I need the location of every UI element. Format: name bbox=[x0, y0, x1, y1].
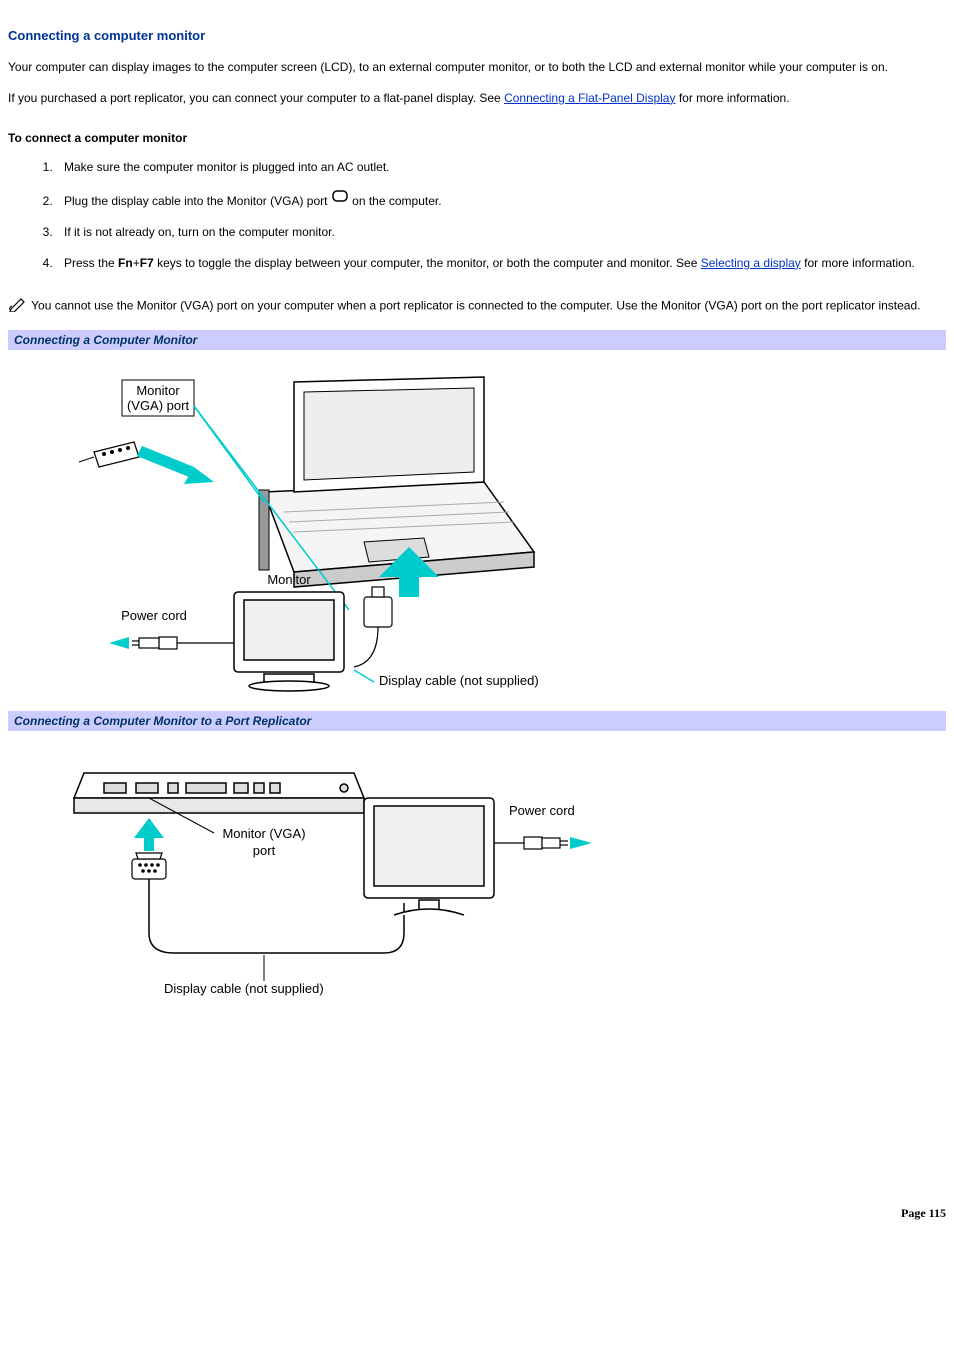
figure2-caption: Connecting a Computer Monitor to a Port … bbox=[8, 711, 946, 731]
fig2-label-vga-l2: port bbox=[253, 843, 276, 858]
fig2-label-vga-l1: Monitor (VGA) bbox=[222, 826, 305, 841]
para2-before: If you purchased a port replicator, you … bbox=[8, 91, 504, 105]
figure2: Monitor (VGA) port Power cord bbox=[8, 733, 946, 1026]
flat-panel-link[interactable]: Connecting a Flat-Panel Display bbox=[504, 91, 675, 105]
fig1-label-cable: Display cable (not supplied) bbox=[379, 673, 539, 688]
fig1-label-monitor: Monitor bbox=[267, 572, 311, 587]
vga-connector bbox=[79, 442, 139, 467]
step2-after: on the computer. bbox=[352, 194, 441, 208]
intro-para-1: Your computer can display images to the … bbox=[8, 59, 946, 76]
arrow-power bbox=[109, 637, 129, 649]
fig2-label-cable: Display cable (not supplied) bbox=[164, 981, 324, 996]
step-2: Plug the display cable into the Monitor … bbox=[56, 189, 946, 210]
step-3: If it is not already on, turn on the com… bbox=[56, 224, 946, 241]
step4-c: + bbox=[133, 256, 140, 270]
figure1: Monitor (VGA) port Monitor Power cord bbox=[8, 352, 946, 705]
intro-para-2: If you purchased a port replicator, you … bbox=[8, 90, 946, 107]
fig1-label-power: Power cord bbox=[121, 608, 187, 623]
power-plug bbox=[132, 637, 234, 649]
port-replicator bbox=[74, 773, 364, 813]
step4-a: Press the bbox=[64, 256, 118, 270]
selecting-display-link[interactable]: Selecting a display bbox=[701, 256, 801, 270]
fig2-label-power: Power cord bbox=[509, 803, 575, 818]
step2-before: Plug the display cable into the Monitor … bbox=[64, 194, 331, 208]
fig1-label-vga-l1: Monitor bbox=[136, 383, 180, 398]
section-heading: Connecting a computer monitor bbox=[8, 28, 946, 43]
note-text: You cannot use the Monitor (VGA) port on… bbox=[28, 298, 920, 312]
laptop-drawing bbox=[259, 377, 534, 587]
figure1-caption: Connecting a Computer Monitor bbox=[8, 330, 946, 350]
step4-f: for more information. bbox=[801, 256, 915, 270]
arrow-vga bbox=[137, 446, 194, 477]
sub-heading: To connect a computer monitor bbox=[8, 131, 946, 145]
step-4: Press the Fn+F7 keys to toggle the displ… bbox=[56, 255, 946, 272]
power-plug-2 bbox=[494, 837, 568, 849]
fig1-label-vga-l2: (VGA) port bbox=[127, 398, 190, 413]
vga-connector-2 bbox=[132, 853, 166, 879]
step4-f7: F7 bbox=[140, 256, 154, 270]
note-paragraph: You cannot use the Monitor (VGA) port on… bbox=[8, 296, 946, 317]
para2-after: for more information. bbox=[675, 91, 789, 105]
steps-list: Make sure the computer monitor is plugge… bbox=[8, 159, 946, 272]
arrow-power-2 bbox=[570, 837, 592, 849]
crt-monitor bbox=[234, 592, 344, 691]
note-icon bbox=[8, 296, 28, 317]
page-number: Page 115 bbox=[8, 1206, 946, 1221]
step4-fn: Fn bbox=[118, 256, 133, 270]
vga-port-icon bbox=[331, 189, 349, 208]
step-1: Make sure the computer monitor is plugge… bbox=[56, 159, 946, 176]
cable-connector bbox=[354, 587, 392, 667]
step4-e: keys to toggle the display between your … bbox=[154, 256, 701, 270]
flat-monitor bbox=[364, 798, 494, 915]
arrow-vga-up bbox=[134, 818, 164, 851]
